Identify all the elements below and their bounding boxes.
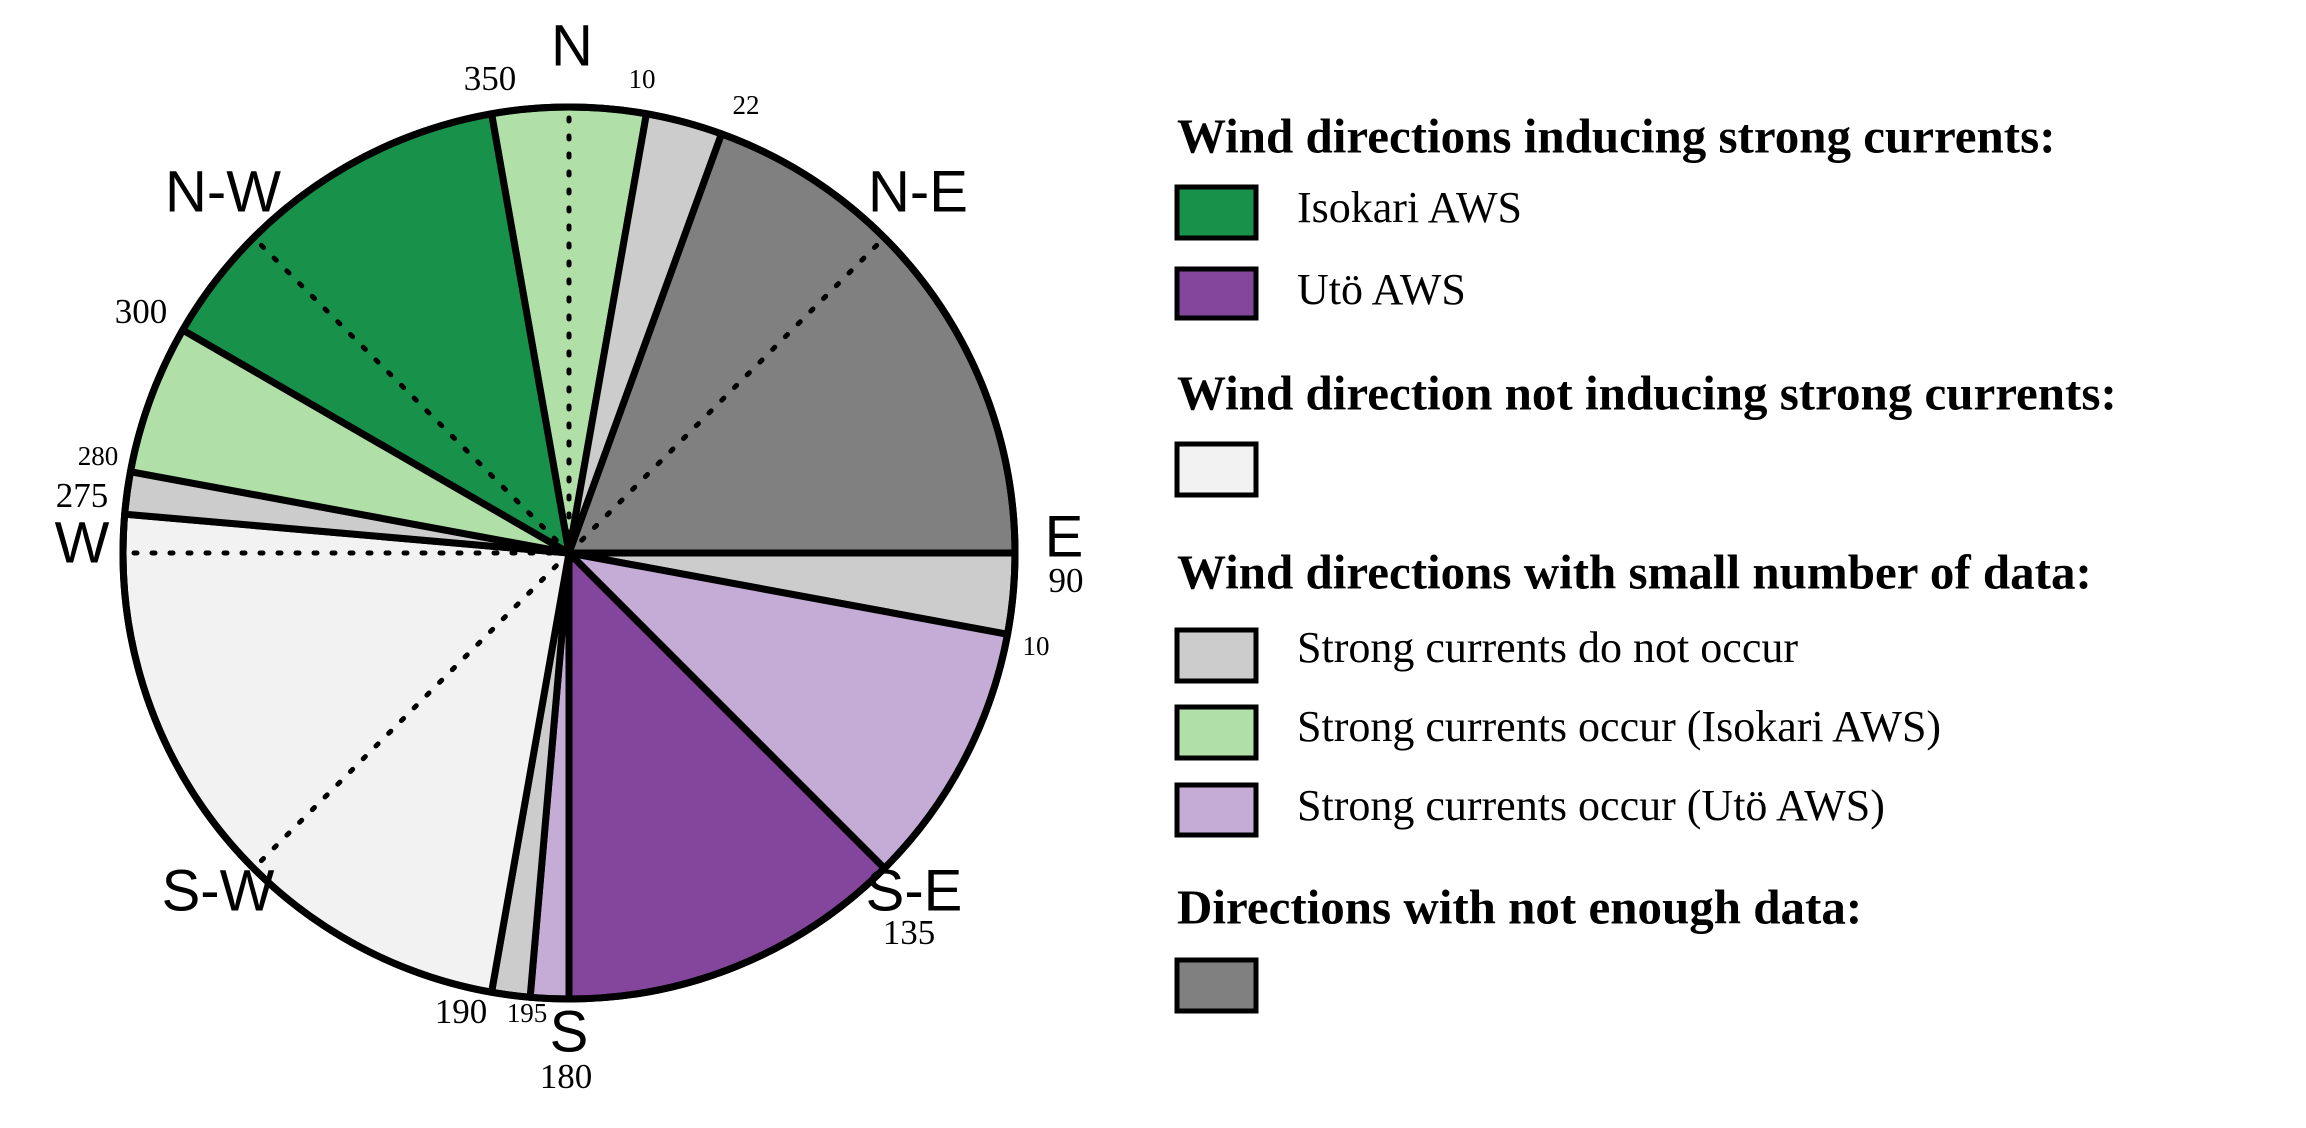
direction-guide bbox=[566, 235, 887, 556]
legend-item: Utö AWS bbox=[1297, 265, 1466, 314]
legend-heading: Directions with not enough data: bbox=[1177, 879, 1862, 934]
compass-label: S-W bbox=[162, 858, 275, 923]
compass-label: N-E bbox=[868, 159, 968, 224]
legend-swatch bbox=[1174, 266, 1259, 321]
legend-swatch bbox=[1174, 704, 1259, 761]
legend-item: Strong currents do not occur bbox=[1297, 623, 1798, 672]
angle-label: 190 bbox=[435, 992, 488, 1031]
legend-swatch bbox=[1174, 782, 1259, 838]
legend-swatch bbox=[1174, 184, 1259, 241]
legend-item: Isokari AWS bbox=[1297, 183, 1522, 232]
angle-label: 195 bbox=[507, 998, 548, 1028]
rose-outline bbox=[119, 103, 1019, 1003]
legend-heading: Wind directions inducing strong currents… bbox=[1177, 108, 2056, 163]
angle-label: 135 bbox=[883, 913, 936, 952]
angle-label: 350 bbox=[464, 59, 517, 98]
compass-label: N-W bbox=[165, 159, 281, 224]
compass-label: S bbox=[550, 999, 589, 1064]
wind-rose bbox=[119, 103, 1019, 1003]
legend-heading: Wind directions with small number of dat… bbox=[1177, 544, 2092, 599]
angle-label: 275 bbox=[56, 476, 109, 515]
legend-heading: Wind direction not inducing strong curre… bbox=[1177, 365, 2117, 420]
legend-swatch bbox=[1174, 441, 1259, 498]
legend-item: Strong currents occur (Utö AWS) bbox=[1297, 781, 1885, 830]
angle-label: 90 bbox=[1049, 561, 1084, 600]
legend: Wind directions inducing strong currents… bbox=[1174, 108, 2117, 1014]
angle-label: 180 bbox=[540, 1057, 593, 1096]
angle-label: 280 bbox=[78, 441, 119, 471]
compass-label: W bbox=[55, 510, 110, 575]
angle-label: 10 bbox=[629, 64, 656, 94]
legend-swatch bbox=[1174, 627, 1259, 684]
compass-label: N bbox=[551, 13, 593, 78]
angle-label: 300 bbox=[115, 292, 168, 331]
angle-label: 22 bbox=[733, 90, 760, 120]
compass-label: E bbox=[1045, 504, 1084, 569]
direction-guide bbox=[251, 550, 572, 871]
compass-label: S-E bbox=[866, 858, 963, 923]
angle-label: 10 bbox=[1023, 631, 1050, 661]
legend-item: Strong currents occur (Isokari AWS) bbox=[1297, 702, 1941, 751]
legend-swatch bbox=[1174, 957, 1259, 1014]
direction-guide bbox=[251, 235, 572, 556]
